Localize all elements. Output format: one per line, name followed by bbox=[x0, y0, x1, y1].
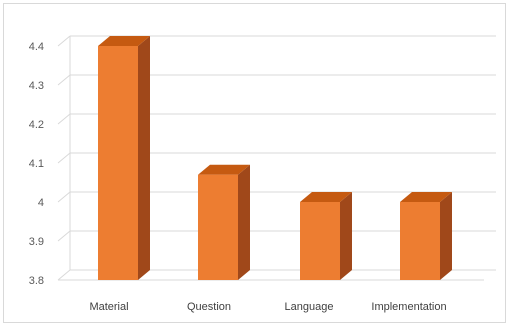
bars bbox=[98, 36, 452, 280]
x-axis-category-labels: Material Question Language Implementation bbox=[89, 301, 446, 313]
bar-front bbox=[300, 202, 340, 280]
y-tick-label: 4.3 bbox=[29, 80, 44, 92]
bar-side bbox=[340, 192, 352, 280]
bar bbox=[300, 192, 352, 280]
x-category-label: Material bbox=[89, 301, 128, 313]
bar bbox=[98, 36, 150, 280]
bar-front bbox=[400, 202, 440, 280]
bar-side bbox=[238, 164, 250, 280]
bar bbox=[198, 164, 250, 280]
x-category-label: Question bbox=[187, 301, 231, 313]
bar-top bbox=[98, 36, 150, 46]
bar-front bbox=[98, 46, 138, 280]
bar bbox=[400, 192, 452, 280]
x-category-label: Implementation bbox=[371, 301, 446, 313]
bar-side bbox=[440, 192, 452, 280]
y-tick-label: 3.9 bbox=[29, 236, 44, 248]
y-tick-label: 3.8 bbox=[29, 275, 44, 287]
bar-front bbox=[198, 174, 238, 280]
y-tick-label: 4.4 bbox=[29, 41, 44, 53]
y-tick-label: 4.2 bbox=[29, 119, 44, 131]
gridline-depth bbox=[57, 74, 71, 86]
y-tick-label: 4.1 bbox=[29, 158, 44, 170]
gridline-depth bbox=[57, 152, 71, 164]
y-axis-tick-labels: 3.8 3.9 4 4.1 4.2 4.3 4.4 bbox=[29, 41, 44, 287]
x-category-label: Language bbox=[285, 301, 334, 313]
bar-top bbox=[400, 192, 452, 202]
gridline-depth bbox=[57, 191, 71, 203]
gridline-depth bbox=[57, 35, 71, 47]
y-tick-label: 4 bbox=[38, 197, 44, 209]
gridline-depth bbox=[57, 269, 71, 281]
gridline-depth bbox=[57, 113, 71, 125]
gridline-depth bbox=[57, 230, 71, 242]
bar-top bbox=[300, 192, 352, 202]
bar-top bbox=[198, 164, 250, 175]
bar-side bbox=[138, 36, 150, 280]
